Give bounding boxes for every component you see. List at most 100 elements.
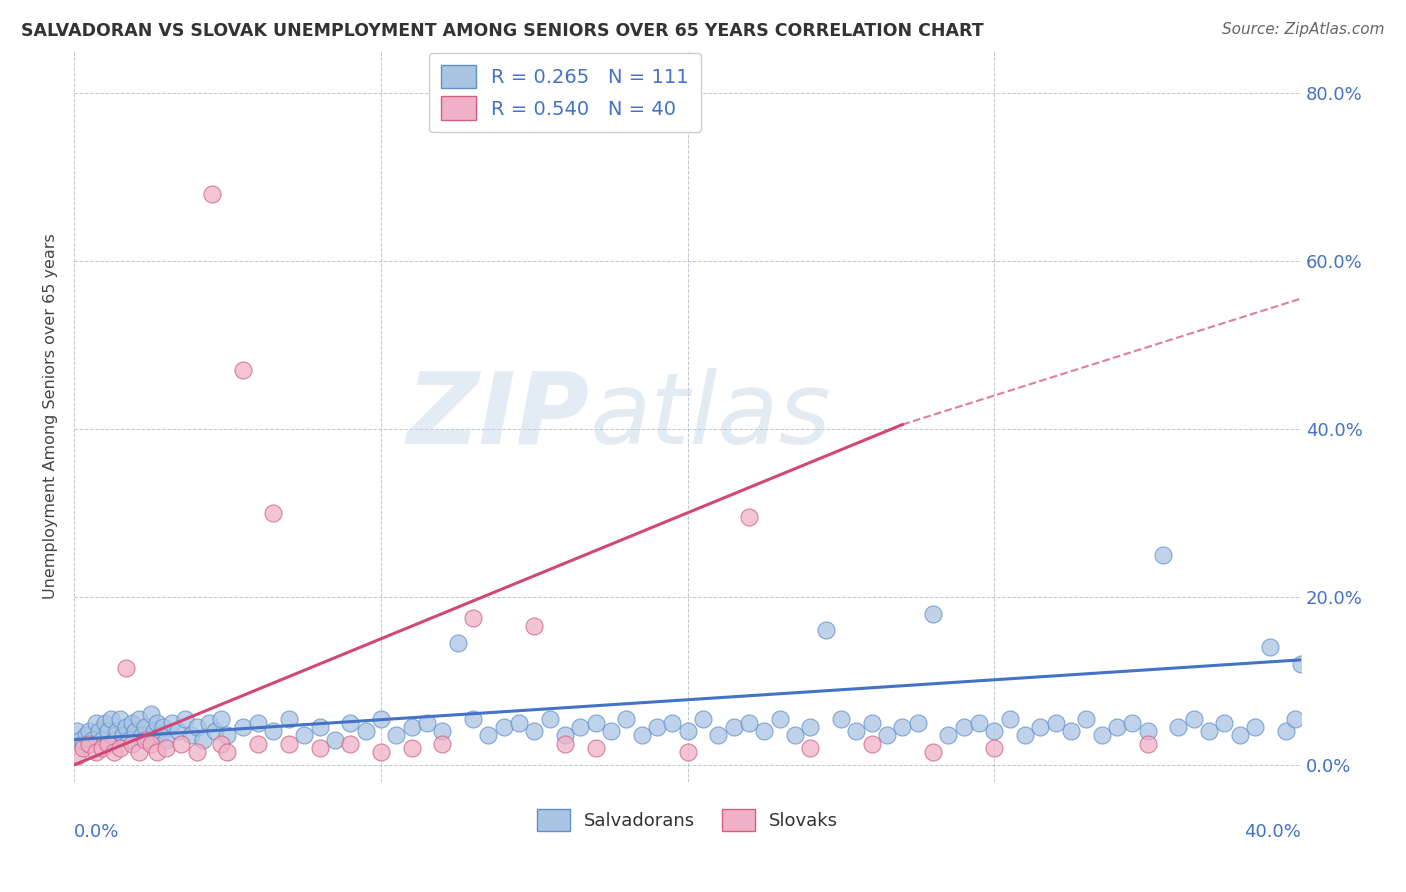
- Point: [155, 741, 177, 756]
- Point: [569, 720, 592, 734]
- Point: [891, 720, 914, 734]
- Point: [339, 737, 361, 751]
- Y-axis label: Unemployment Among Seniors over 65 years: Unemployment Among Seniors over 65 years: [44, 234, 58, 599]
- Point: [1152, 548, 1174, 562]
- Point: [79, 737, 101, 751]
- Point: [432, 737, 454, 751]
- Point: [84, 715, 107, 730]
- Point: [121, 737, 143, 751]
- Point: [72, 741, 94, 756]
- Point: [799, 741, 821, 756]
- Point: [292, 728, 315, 742]
- Point: [983, 724, 1005, 739]
- Point: [661, 715, 683, 730]
- Point: [354, 724, 377, 739]
- Point: [1076, 712, 1098, 726]
- Point: [1121, 715, 1143, 730]
- Point: [922, 745, 945, 759]
- Point: [446, 636, 468, 650]
- Point: [370, 745, 392, 759]
- Point: [128, 745, 150, 759]
- Point: [1060, 724, 1083, 739]
- Point: [191, 732, 214, 747]
- Point: [983, 741, 1005, 756]
- Point: [90, 741, 112, 756]
- Point: [1107, 720, 1129, 734]
- Point: [1229, 728, 1251, 742]
- Point: [860, 715, 883, 730]
- Point: [676, 724, 699, 739]
- Point: [952, 720, 974, 734]
- Point: [87, 724, 110, 739]
- Text: 40.0%: 40.0%: [1244, 823, 1301, 841]
- Point: [66, 724, 89, 739]
- Point: [308, 741, 330, 756]
- Text: ZIP: ZIP: [406, 368, 589, 465]
- Point: [100, 712, 122, 726]
- Point: [308, 720, 330, 734]
- Point: [477, 728, 499, 742]
- Point: [131, 728, 153, 742]
- Point: [1167, 720, 1189, 734]
- Point: [69, 732, 91, 747]
- Point: [66, 749, 89, 764]
- Point: [538, 712, 561, 726]
- Point: [103, 745, 125, 759]
- Point: [108, 712, 131, 726]
- Point: [112, 728, 135, 742]
- Point: [209, 712, 232, 726]
- Point: [998, 712, 1021, 726]
- Point: [134, 732, 156, 747]
- Point: [90, 732, 112, 747]
- Point: [247, 715, 270, 730]
- Point: [84, 745, 107, 759]
- Point: [115, 661, 138, 675]
- Point: [707, 728, 730, 742]
- Point: [1029, 720, 1052, 734]
- Point: [830, 712, 852, 726]
- Point: [186, 745, 208, 759]
- Point: [754, 724, 776, 739]
- Point: [1213, 715, 1236, 730]
- Point: [72, 737, 94, 751]
- Point: [198, 715, 221, 730]
- Point: [94, 715, 117, 730]
- Point: [1014, 728, 1036, 742]
- Point: [630, 728, 652, 742]
- Point: [277, 737, 299, 751]
- Point: [82, 732, 104, 747]
- Point: [370, 712, 392, 726]
- Point: [1284, 712, 1306, 726]
- Point: [121, 715, 143, 730]
- Point: [167, 724, 190, 739]
- Point: [263, 506, 285, 520]
- Point: [738, 715, 761, 730]
- Point: [115, 720, 138, 734]
- Legend: Salvadorans, Slovaks: Salvadorans, Slovaks: [530, 802, 845, 838]
- Point: [1182, 712, 1205, 726]
- Point: [845, 724, 868, 739]
- Point: [139, 737, 162, 751]
- Point: [769, 712, 792, 726]
- Point: [614, 712, 637, 726]
- Point: [128, 712, 150, 726]
- Point: [339, 715, 361, 730]
- Point: [180, 728, 202, 742]
- Point: [232, 720, 254, 734]
- Point: [814, 624, 837, 638]
- Point: [508, 715, 530, 730]
- Point: [146, 745, 169, 759]
- Point: [645, 720, 668, 734]
- Point: [97, 737, 120, 751]
- Point: [186, 720, 208, 734]
- Point: [155, 732, 177, 747]
- Point: [136, 732, 159, 747]
- Point: [79, 724, 101, 739]
- Point: [103, 732, 125, 747]
- Point: [1045, 715, 1067, 730]
- Point: [1091, 728, 1114, 742]
- Point: [922, 607, 945, 621]
- Text: 0.0%: 0.0%: [75, 823, 120, 841]
- Point: [385, 728, 408, 742]
- Point: [170, 737, 193, 751]
